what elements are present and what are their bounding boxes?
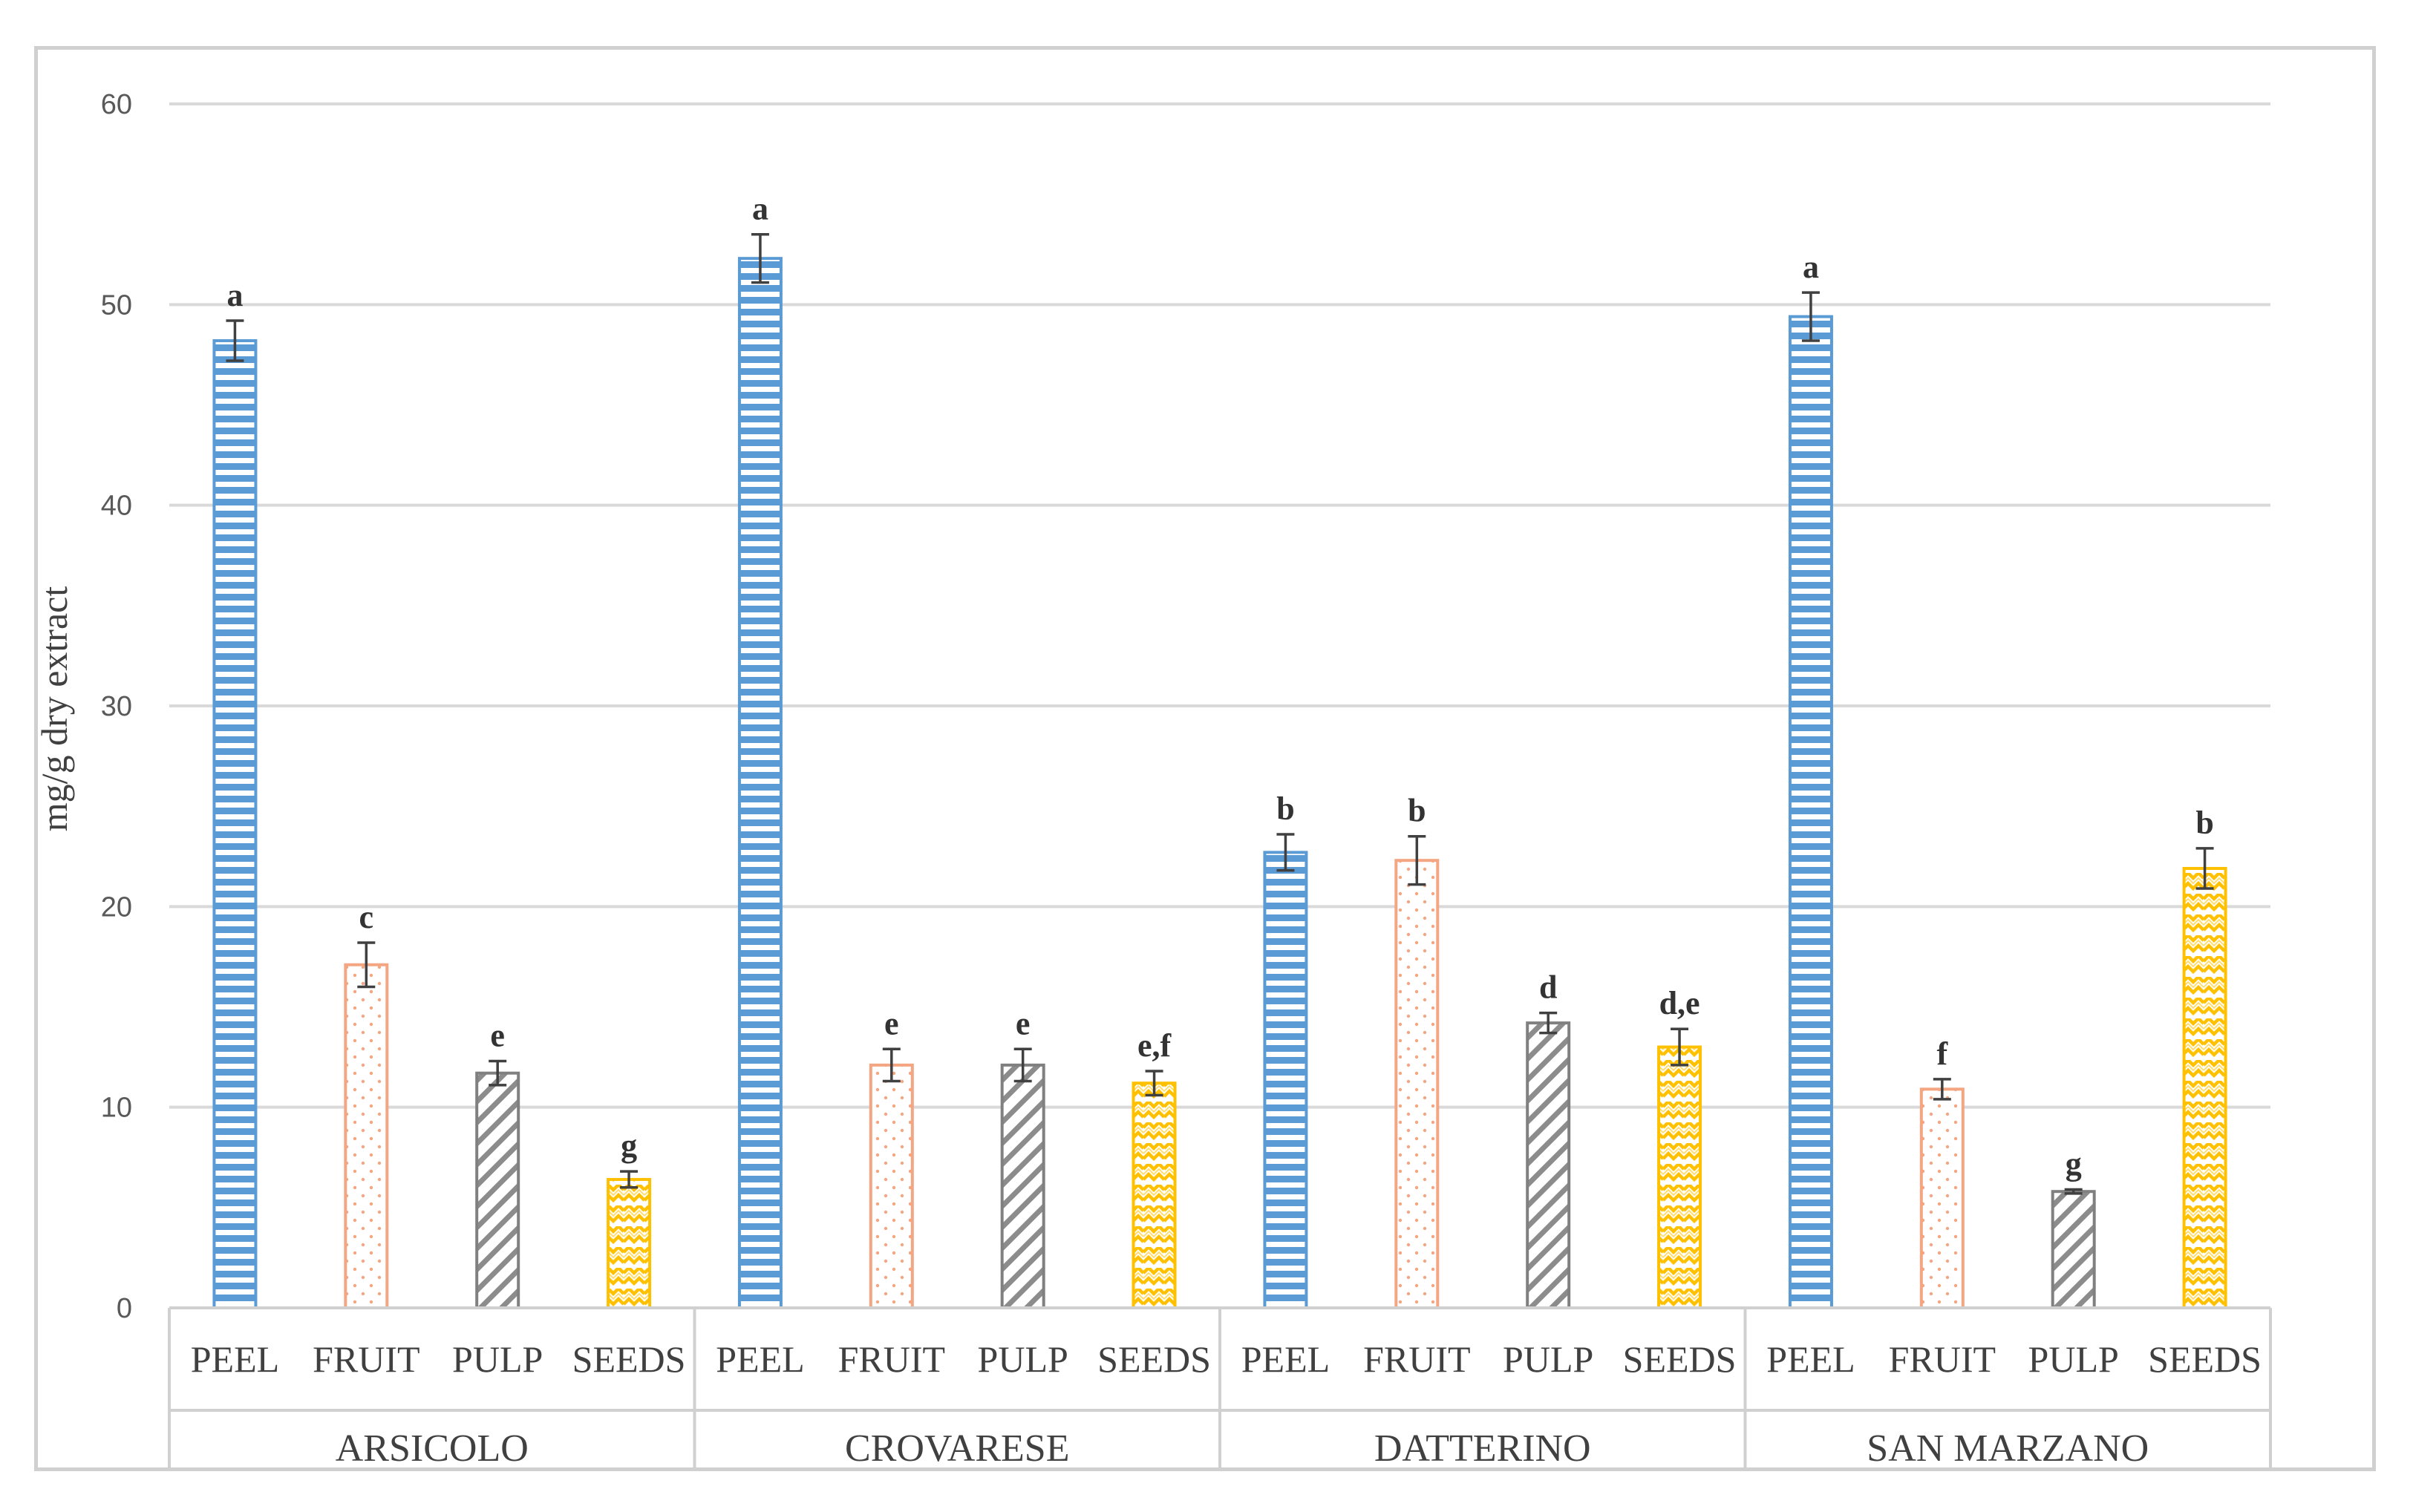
x-tick-label: SEEDS: [1097, 1338, 1211, 1380]
significance-letter: d,e: [1659, 985, 1700, 1021]
y-tick-label: 30: [101, 691, 132, 722]
error-bar: [226, 319, 244, 362]
error-bar: [751, 232, 769, 284]
significance-letter: e,f: [1137, 1027, 1172, 1064]
error-bar: [1671, 1027, 1689, 1067]
x-tick-label: PEEL: [716, 1338, 804, 1380]
error-bar: [2195, 847, 2214, 890]
error-bar: [357, 941, 376, 989]
significance-letter: f: [1936, 1035, 1948, 1072]
significance-letter: a: [226, 277, 243, 313]
x-tick-label: PULP: [452, 1338, 543, 1380]
y-tick-label: 20: [101, 891, 132, 923]
y-tick-label: 40: [101, 491, 132, 522]
error-bar: [489, 1059, 507, 1087]
error-bar: [1013, 1047, 1032, 1083]
significance-letter: a: [1803, 249, 1819, 285]
significance-letter: b: [2195, 805, 2213, 841]
bar-san-marzano-seeds: [2182, 866, 2227, 1309]
group-label: ARSICOLO: [336, 1427, 529, 1470]
y-tick-label: 10: [101, 1093, 132, 1124]
y-axis-ticks: 0 10 20 30 40 50 60: [101, 89, 132, 1324]
bar-arsicolo-pulp: [475, 1071, 520, 1309]
significance-letter: d: [1539, 969, 1557, 1006]
significance-letter: a: [752, 191, 768, 227]
bar-arsicolo-seeds: [607, 1177, 652, 1310]
bar-datterino-peel: [1263, 851, 1308, 1310]
error-bar: [1801, 291, 1820, 342]
y-tick-label: 50: [101, 289, 132, 321]
error-bar: [1539, 1011, 1558, 1035]
significance-letters: a c e g a e e e,f b b d d,e a f g b: [226, 191, 2213, 1182]
bar-datterino-fruit: [1394, 859, 1440, 1309]
group-label: DATTERINO: [1374, 1427, 1591, 1470]
error-bar: [1933, 1078, 1951, 1101]
x-tick-label: PEEL: [1241, 1338, 1330, 1380]
significance-letter: g: [2066, 1146, 2082, 1182]
error-bar: [2064, 1188, 2083, 1195]
chart-frame: [34, 46, 2376, 1471]
x-tick-label: SEEDS: [572, 1338, 686, 1380]
error-bars: [226, 232, 2214, 1195]
x-tick-label: PULP: [978, 1338, 1068, 1380]
significance-letter: c: [359, 899, 374, 935]
y-tick-label: 0: [117, 1293, 132, 1324]
bar-datterino-pulp: [1526, 1021, 1571, 1310]
significance-letter: b: [1276, 791, 1294, 827]
x-tick-label: PULP: [2028, 1338, 2119, 1380]
significance-letter: e: [1016, 1005, 1031, 1041]
bar-san-marzano-peel: [1788, 315, 1833, 1309]
x-tick-label: SEEDS: [2148, 1338, 2262, 1380]
bar-crovarese-pulp: [1000, 1063, 1045, 1309]
significance-letter: g: [621, 1128, 637, 1164]
error-bar: [1408, 834, 1426, 886]
error-bar: [1276, 833, 1295, 872]
x-tick-label: PULP: [1503, 1338, 1593, 1380]
group-label: CROVARESE: [845, 1427, 1069, 1470]
bar-crovarese-seeds: [1132, 1081, 1177, 1310]
x-axis: PEEL FRUIT PULP SEEDS ARSICOLO PEEL FRUIT PULP S…: [168, 1306, 2272, 1471]
bar-arsicolo-fruit: [344, 963, 389, 1309]
bar-datterino-seeds: [1657, 1045, 1702, 1309]
error-bar: [882, 1047, 901, 1083]
group-label: SAN MARZANO: [1867, 1427, 2149, 1470]
y-axis-label: mg/g dry extract: [33, 586, 75, 832]
bar-arsicolo-peel: [212, 338, 258, 1310]
bars: [212, 257, 2227, 1310]
error-bar: [620, 1170, 639, 1189]
x-tick-label: SEEDS: [1623, 1338, 1737, 1380]
x-tick-label: FRUIT: [838, 1338, 945, 1380]
significance-letter: b: [1408, 793, 1426, 829]
x-tick-label: FRUIT: [1363, 1338, 1470, 1380]
significance-letter: e: [884, 1005, 899, 1041]
significance-letter: e: [490, 1017, 505, 1053]
bar-crovarese-fruit: [869, 1063, 914, 1309]
bar-san-marzano-fruit: [1919, 1087, 1965, 1309]
error-bar: [1145, 1070, 1163, 1097]
x-tick-label: FRUIT: [313, 1338, 419, 1380]
x-tick-label: PEEL: [191, 1338, 279, 1380]
bar-san-marzano-pulp: [2051, 1190, 2096, 1309]
y-tick-label: 60: [101, 89, 132, 120]
x-tick-label: FRUIT: [1889, 1338, 1996, 1380]
gridlines: [169, 102, 2270, 1109]
bar-crovarese-peel: [737, 257, 783, 1310]
x-tick-label: PEEL: [1766, 1338, 1855, 1380]
